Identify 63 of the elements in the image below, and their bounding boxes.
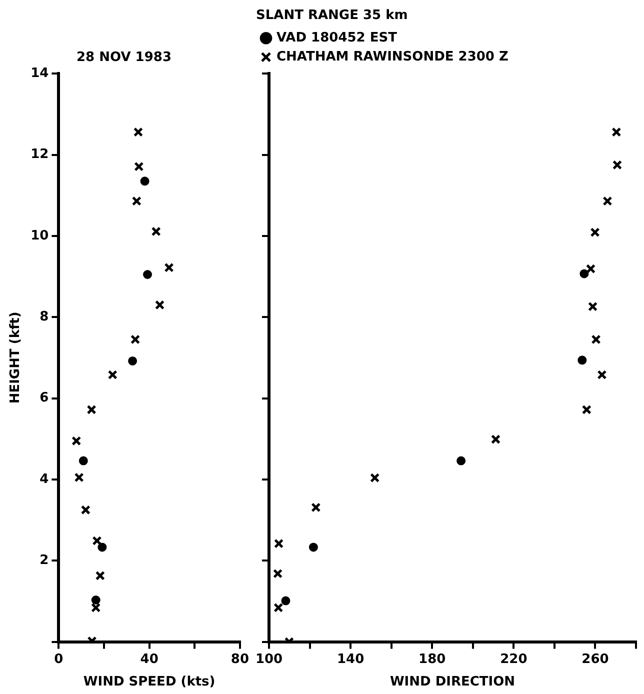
y-tick-label: 12 [30,147,49,162]
x-tick-label: 180 [418,652,446,667]
point [92,536,102,546]
point [78,456,88,466]
y-tick-label: 4 [40,472,49,487]
y-tick-label: 14 [30,66,49,81]
point [490,434,501,444]
x-axis-title: WIND DIRECTION [390,674,516,690]
x-tick-label: 0 [54,652,64,667]
y-axis-title: HEIGHT (kft) [8,312,24,404]
x-tick-label: 80 [230,652,249,667]
x-tick-label: 140 [336,652,364,667]
point [151,226,161,236]
point [274,602,284,612]
chart-title: SLANT RANGE 35 km [256,8,408,24]
point [128,356,138,366]
point [132,196,142,206]
point [91,595,100,604]
point [86,404,96,414]
point [140,176,150,186]
point [590,228,600,238]
point [108,370,118,380]
point [274,538,284,548]
point [612,160,622,170]
point [164,262,174,272]
point [80,505,90,515]
point [134,162,144,172]
point [578,356,587,365]
point [588,302,598,312]
point [582,404,592,414]
point [130,334,140,344]
point [133,127,144,137]
point [586,264,596,274]
point [272,568,283,578]
legend-label: CHATHAM RAWINSONDE 2300 Z [276,49,508,64]
point [154,300,165,310]
point [72,436,82,446]
y-tick-label: 6 [40,390,49,406]
point [91,602,101,612]
point [311,502,321,512]
x-tick-label: 220 [500,652,528,667]
point [98,542,107,552]
point [308,542,318,552]
y-tick-label: 8 [40,309,49,324]
point [612,127,622,137]
point [456,456,466,466]
y-tick-label: 10 [30,228,49,244]
point [143,270,152,279]
point [370,473,380,483]
y-tick-label: 2 [40,553,49,568]
point [597,370,607,380]
x-tick-label: 100 [255,652,283,667]
point [95,570,105,580]
point [580,269,589,278]
x-axis-title: WIND SPEED (kts) [83,674,216,690]
point [591,334,601,344]
legend-label: VAD 180452 EST [276,30,398,46]
point [281,596,290,606]
x-tick-label: 40 [140,652,158,667]
point [74,472,84,482]
x-tick-label: 260 [582,652,609,667]
point [602,196,612,206]
chart-title: 28 NOV 1983 [76,50,172,66]
